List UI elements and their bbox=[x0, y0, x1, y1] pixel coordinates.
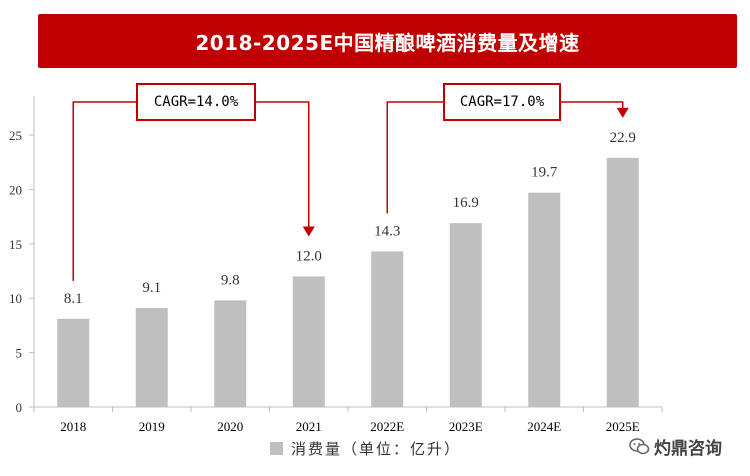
legend-label: 消费量（单位：亿升） bbox=[291, 439, 462, 458]
category-label-2019: 2019 bbox=[139, 419, 165, 434]
value-label-2022E: 14.3 bbox=[374, 223, 400, 239]
bar-series bbox=[57, 157, 639, 407]
connector-line bbox=[72, 101, 136, 281]
category-labels: 2018 2019 2020 2021 2022E 2023E 2024E 2025E bbox=[60, 419, 640, 434]
bar-2021 bbox=[292, 276, 325, 407]
connector-line bbox=[561, 101, 624, 110]
value-labels: 8.1 9.1 9.8 12.0 14.3 16.9 19.7 22.9 bbox=[64, 130, 636, 307]
cagr-annotation-2022-2025: CAGR=17.0% bbox=[443, 83, 561, 121]
legend: 消费量（单位：亿升） bbox=[270, 438, 461, 458]
y-tick-label: 5 bbox=[16, 346, 23, 361]
bar-2019 bbox=[135, 307, 168, 407]
category-label-2024E: 2024E bbox=[527, 419, 561, 434]
y-tick-label: 15 bbox=[9, 237, 22, 252]
value-label-2018: 8.1 bbox=[64, 291, 83, 307]
y-tick-label: 10 bbox=[9, 291, 22, 306]
connector-line bbox=[386, 101, 443, 214]
category-label-2020: 2020 bbox=[217, 419, 243, 434]
bar-2020 bbox=[214, 300, 247, 407]
category-label-2025E: 2025E bbox=[606, 419, 640, 434]
value-label-2024E: 19.7 bbox=[531, 165, 558, 181]
cagr-annotation-2018-2021: CAGR=14.0% bbox=[136, 83, 256, 121]
value-label-2025E: 22.9 bbox=[610, 130, 636, 146]
legend-swatch bbox=[270, 441, 283, 455]
category-label-2021: 2021 bbox=[296, 419, 322, 434]
cagr-connectors bbox=[72, 101, 629, 281]
y-axis: 0 5 10 15 20 25 bbox=[9, 96, 35, 415]
connector-line bbox=[256, 101, 310, 229]
bar-2022E bbox=[371, 251, 404, 407]
value-label-2020: 9.8 bbox=[221, 272, 240, 288]
category-label-2023E: 2023E bbox=[449, 419, 483, 434]
category-label-2018: 2018 bbox=[60, 419, 86, 434]
bar-2023E bbox=[449, 223, 482, 407]
bar-2018 bbox=[57, 318, 90, 407]
value-label-2019: 9.1 bbox=[142, 280, 161, 296]
bar-2025E bbox=[606, 157, 639, 407]
connector-arrow bbox=[616, 107, 629, 118]
x-axis bbox=[33, 406, 663, 412]
value-label-2023E: 16.9 bbox=[453, 195, 479, 211]
watermark-text: 灼鼎咨询 bbox=[654, 438, 722, 459]
category-label-2022E: 2022E bbox=[370, 419, 404, 434]
y-tick-label: 0 bbox=[16, 400, 23, 415]
cagr-label: CAGR=14.0% bbox=[153, 94, 239, 110]
chart-title: 2018-2025E中国精酿啤酒消费量及增速 bbox=[195, 30, 580, 55]
y-tick-label: 25 bbox=[9, 128, 22, 143]
watermark: 灼鼎咨询 bbox=[628, 432, 722, 460]
y-tick-label: 20 bbox=[9, 182, 22, 197]
value-label-2021: 12.0 bbox=[296, 248, 322, 264]
cagr-label: CAGR=17.0% bbox=[459, 94, 545, 110]
connector-arrow bbox=[302, 226, 315, 237]
bar-2024E bbox=[528, 192, 561, 407]
wechat-logo-icon bbox=[629, 438, 650, 455]
title-banner: 2018-2025E中国精酿啤酒消费量及增速 bbox=[38, 14, 737, 68]
